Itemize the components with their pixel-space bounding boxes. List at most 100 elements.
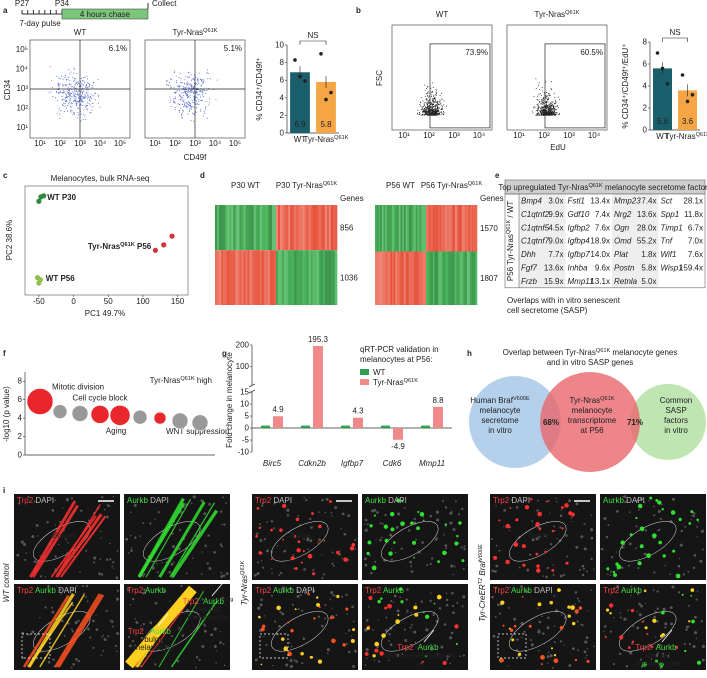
heatmap-stripe bbox=[312, 250, 315, 305]
heatmap-stripe bbox=[393, 251, 396, 305]
event-dot bbox=[421, 108, 423, 110]
hair-follicle bbox=[158, 590, 204, 668]
nucleus bbox=[86, 600, 89, 603]
nucleus bbox=[140, 636, 144, 640]
cell-signal bbox=[369, 524, 373, 528]
nucleus bbox=[492, 634, 496, 638]
point bbox=[169, 233, 175, 239]
nucleus bbox=[169, 600, 171, 602]
event-dot bbox=[65, 94, 68, 96]
column-label: P30 Tyr-NrasQ61K bbox=[276, 181, 338, 190]
event-dot bbox=[188, 83, 190, 85]
event-dot bbox=[75, 101, 77, 103]
text-run: DAPI bbox=[388, 496, 407, 505]
event-dot bbox=[198, 104, 200, 106]
event-dot bbox=[190, 105, 192, 107]
heatmap-stripe bbox=[304, 205, 307, 251]
cell-signal bbox=[389, 511, 395, 517]
event-dot bbox=[61, 99, 63, 101]
text-run: EdU bbox=[550, 143, 566, 152]
event-dot bbox=[545, 96, 547, 98]
event-dot bbox=[426, 109, 428, 111]
event-dot bbox=[545, 110, 547, 112]
cell-signal bbox=[627, 646, 631, 650]
text-run: 4.5x bbox=[548, 223, 563, 232]
event-dot bbox=[423, 109, 425, 111]
heatmap-stripe bbox=[286, 205, 289, 251]
cell-signal bbox=[643, 589, 647, 593]
nucleus bbox=[103, 508, 106, 511]
event-dot bbox=[180, 96, 182, 98]
heatmap-stripe bbox=[470, 251, 473, 305]
cell-signal bbox=[317, 541, 320, 544]
event-dot bbox=[193, 106, 195, 108]
nucleus bbox=[110, 620, 114, 624]
text-run: Genes bbox=[480, 194, 504, 203]
nucleus bbox=[653, 505, 655, 508]
heatmap-stripe bbox=[398, 205, 401, 252]
nucleus bbox=[77, 619, 80, 622]
event-dot bbox=[65, 79, 67, 81]
heatmap-stripe bbox=[284, 250, 287, 305]
text-run: neg bbox=[171, 627, 180, 633]
gene-name: Frzb bbox=[521, 277, 538, 286]
event-dot bbox=[547, 106, 549, 108]
event-dot bbox=[190, 85, 192, 87]
nucleus bbox=[495, 544, 498, 547]
cell-signal bbox=[549, 600, 553, 605]
event-dot bbox=[70, 105, 72, 108]
event-dot bbox=[196, 90, 198, 92]
cell-signal bbox=[646, 632, 649, 636]
event-dot bbox=[435, 90, 437, 92]
heatmap-stripe bbox=[441, 251, 444, 305]
event-dot bbox=[180, 99, 182, 101]
event-dot bbox=[174, 96, 176, 98]
nucleus bbox=[429, 599, 432, 603]
nucleus bbox=[371, 509, 375, 513]
event-dot bbox=[82, 77, 84, 79]
nucleus bbox=[105, 515, 109, 519]
nucleus bbox=[537, 535, 541, 539]
nucleus bbox=[529, 553, 532, 556]
heatmap-stripe bbox=[375, 205, 377, 252]
event-dot bbox=[192, 78, 194, 80]
nucleus bbox=[354, 547, 356, 550]
event-dot bbox=[546, 106, 548, 108]
heatmap-stripe bbox=[407, 205, 410, 252]
event-dot bbox=[75, 97, 77, 99]
nucleus bbox=[692, 566, 696, 569]
text-run: 10² bbox=[54, 139, 66, 148]
nucleus bbox=[109, 619, 112, 622]
nucleus bbox=[95, 614, 97, 616]
text-run: CD34 bbox=[3, 79, 12, 100]
cell-signal bbox=[537, 602, 542, 607]
nucleus bbox=[562, 573, 565, 577]
cell-signal bbox=[540, 655, 545, 660]
bubble bbox=[109, 405, 131, 426]
event-dot bbox=[543, 102, 545, 104]
nucleus bbox=[278, 624, 282, 628]
text-run: -50 bbox=[33, 297, 45, 306]
nucleus bbox=[331, 515, 333, 517]
heatmap-stripe bbox=[235, 250, 238, 305]
nucleus bbox=[702, 548, 704, 551]
event-dot bbox=[80, 90, 82, 92]
y-tick-label: -10 bbox=[237, 448, 249, 457]
x-tick-label: Cdk6 bbox=[383, 459, 402, 468]
event-dot bbox=[428, 105, 430, 107]
event-dot bbox=[436, 104, 438, 106]
event-dot bbox=[537, 105, 539, 107]
nucleus bbox=[461, 605, 464, 608]
event-dot bbox=[551, 111, 553, 113]
heatmap-stripe bbox=[225, 250, 228, 305]
y-tick-label: 10² bbox=[16, 104, 28, 113]
point bbox=[41, 193, 47, 199]
text-run: 195.3 bbox=[308, 335, 329, 344]
event-dot bbox=[178, 76, 180, 79]
heatmap-stripe bbox=[271, 250, 275, 305]
event-dot bbox=[539, 114, 541, 116]
event-dot bbox=[75, 90, 78, 92]
heatmap-stripe bbox=[219, 205, 222, 251]
cell-signal bbox=[608, 603, 614, 608]
y-tick-label: 100 bbox=[236, 362, 250, 371]
